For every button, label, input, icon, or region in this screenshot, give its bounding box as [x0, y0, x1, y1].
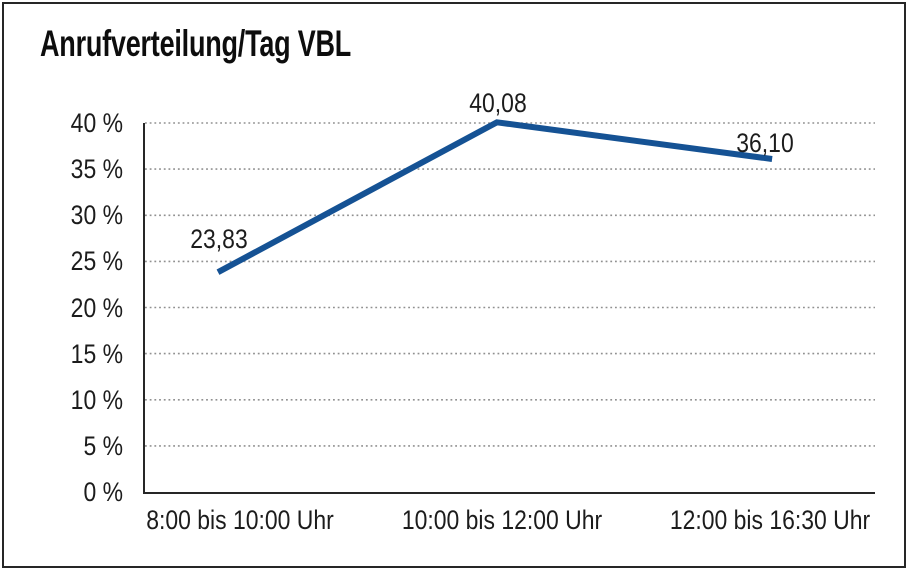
line-chart-svg — [145, 119, 875, 447]
y-tick-label-0: 0 % — [83, 477, 123, 507]
y-tick-label-10: 10 % — [70, 384, 123, 415]
x-category-label-2: 12:00 bis 16:30 Uhr — [669, 505, 871, 535]
data-label-1: 40,08 — [469, 88, 527, 119]
data-series-line — [216, 119, 773, 275]
data-label-2: 36,10 — [736, 127, 794, 158]
x-category-label-1: 10:00 bis 12:00 Uhr — [401, 505, 603, 535]
y-tick-label-35: 35 % — [70, 154, 123, 185]
y-tick-label-5: 5 % — [83, 430, 123, 461]
x-category-label-0: 8:00 bis 10:00 Uhr — [146, 505, 334, 535]
plot-area — [143, 119, 875, 494]
y-tick-label-30: 30 % — [70, 200, 123, 231]
y-tick-label-25: 25 % — [70, 246, 123, 277]
chart-frame: Anrufverteilung/Tag VBL 0 % 5 % 10 % 15 % 20… — [2, 2, 906, 568]
y-tick-label-40: 40 % — [70, 108, 123, 138]
y-tick-label-20: 20 % — [70, 292, 123, 323]
data-label-0: 23,83 — [190, 224, 248, 255]
y-tick-label-15: 15 % — [70, 338, 123, 369]
chart-title: Anrufverteilung/Tag VBL — [40, 23, 352, 64]
